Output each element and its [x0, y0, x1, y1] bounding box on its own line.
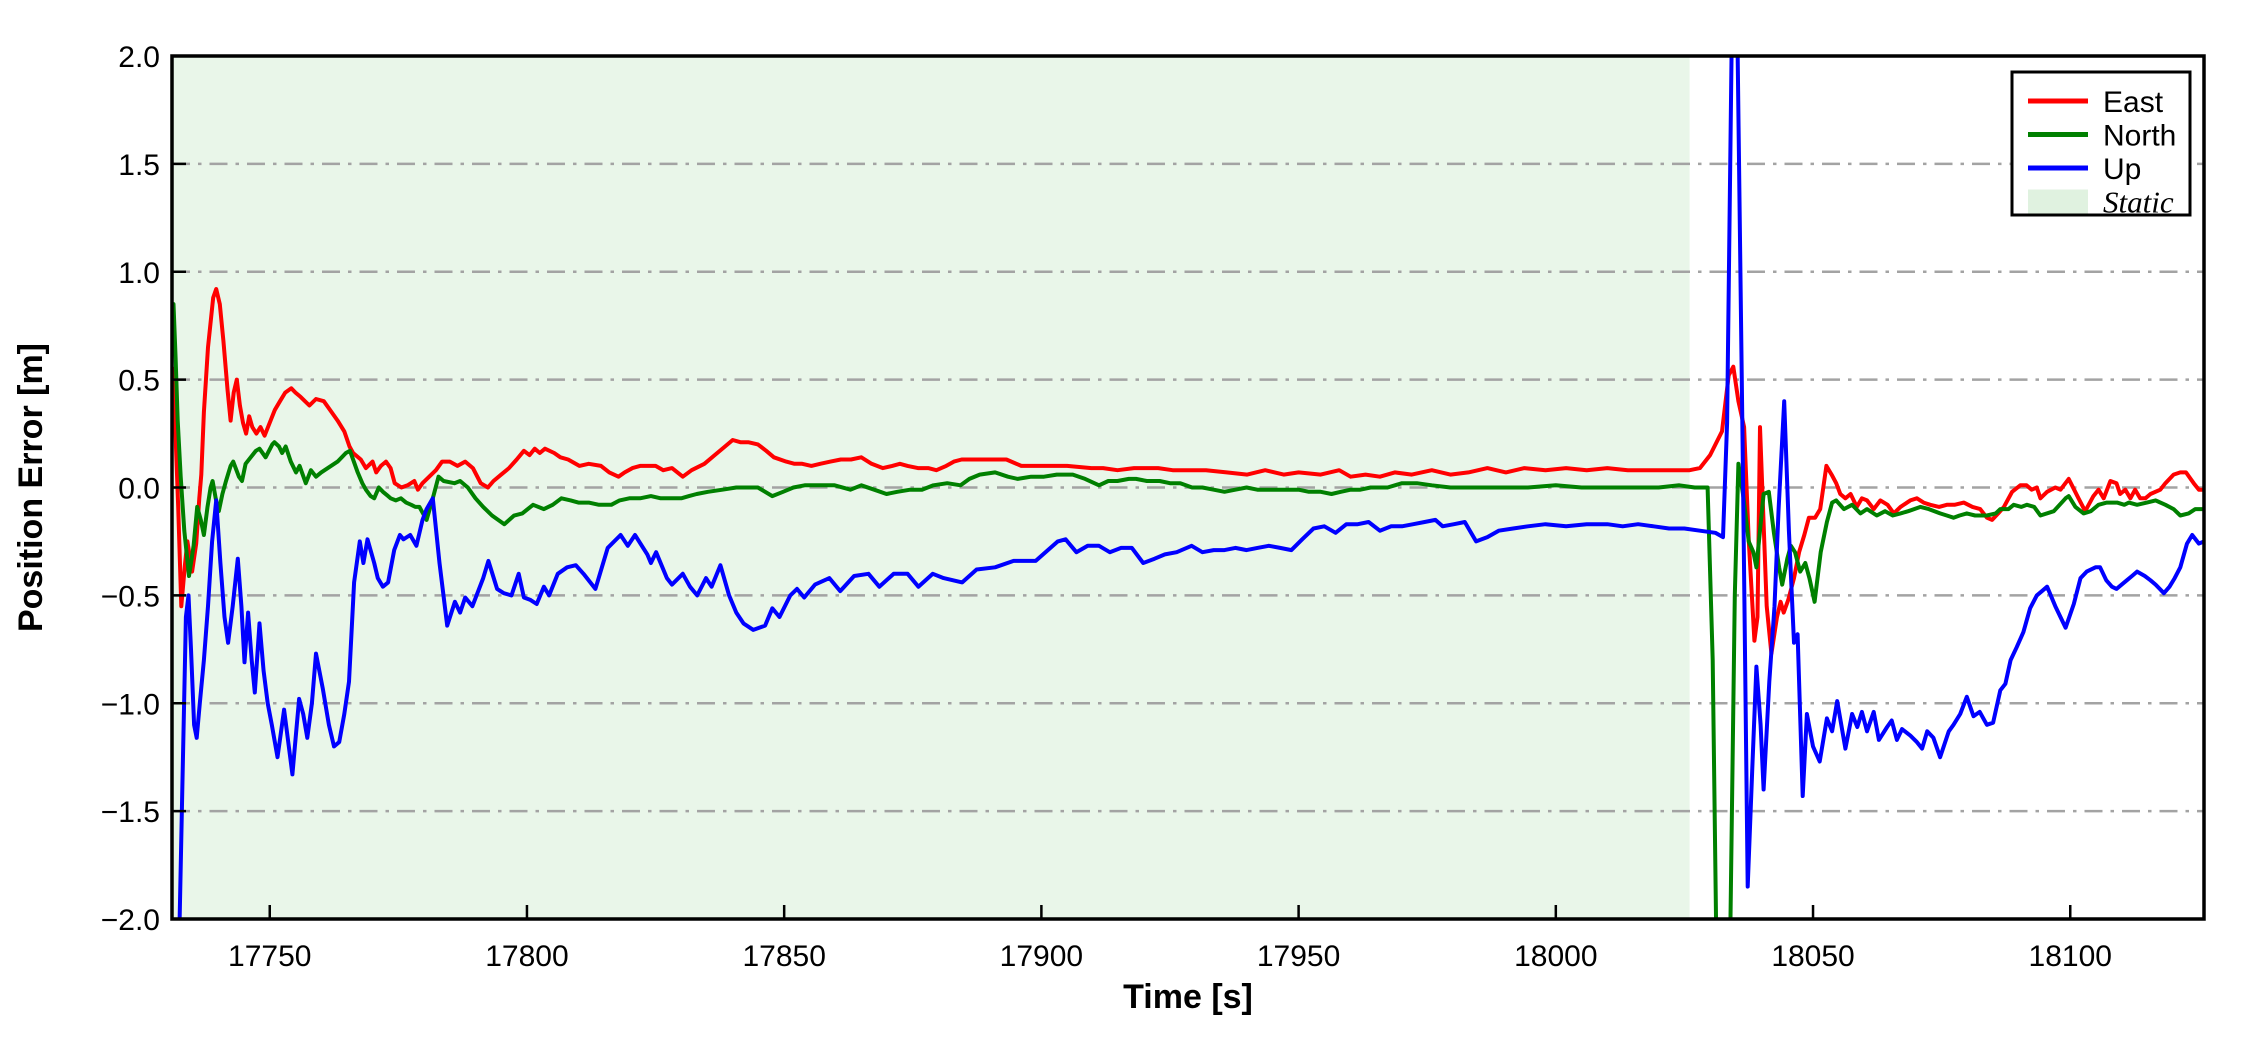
x-axis-label: Time [s]	[1123, 978, 1253, 1016]
x-tick-label: 17800	[485, 940, 568, 973]
y-axis-label: Position Error [m]	[12, 343, 50, 632]
series-north-line	[172, 302, 2204, 919]
y-tick-label: −1.0	[101, 688, 160, 721]
y-tick-label: −1.5	[101, 796, 160, 829]
legend-label-north: North	[2103, 120, 2176, 153]
x-axis: 17750 17800 17850 17900 17950 18000 18050 18100	[228, 905, 2112, 973]
y-tick-label: −0.5	[101, 580, 160, 613]
y-tick-label: 1.5	[118, 149, 160, 182]
legend-label-east: East	[2103, 86, 2164, 119]
y-axis: −2.0 −1.5 −1.0 −0.5 0.0 0.5 1.0 1.5 2.0	[101, 41, 186, 937]
legend-patch-static	[2028, 189, 2088, 214]
x-tick-label: 17950	[1257, 940, 1340, 973]
x-tick-label: 17750	[228, 940, 311, 973]
series-east-line	[172, 287, 2204, 656]
series-group	[172, 56, 2204, 919]
legend-label-static: Static	[2103, 185, 2174, 220]
y-tick-label: 2.0	[118, 41, 160, 74]
series-up-line	[177, 56, 2204, 919]
x-tick-label: 18050	[1771, 940, 1854, 973]
x-tick-label: 18000	[1514, 940, 1597, 973]
y-tick-label: 1.0	[118, 257, 160, 290]
legend-label-up: Up	[2103, 153, 2141, 186]
y-tick-label: 0.5	[118, 365, 160, 398]
x-tick-label: 17850	[742, 940, 825, 973]
x-tick-label: 18100	[2029, 940, 2112, 973]
y-tick-label: 0.0	[118, 473, 160, 506]
x-tick-label: 17900	[1000, 940, 1083, 973]
y-tick-label: −2.0	[101, 904, 160, 937]
